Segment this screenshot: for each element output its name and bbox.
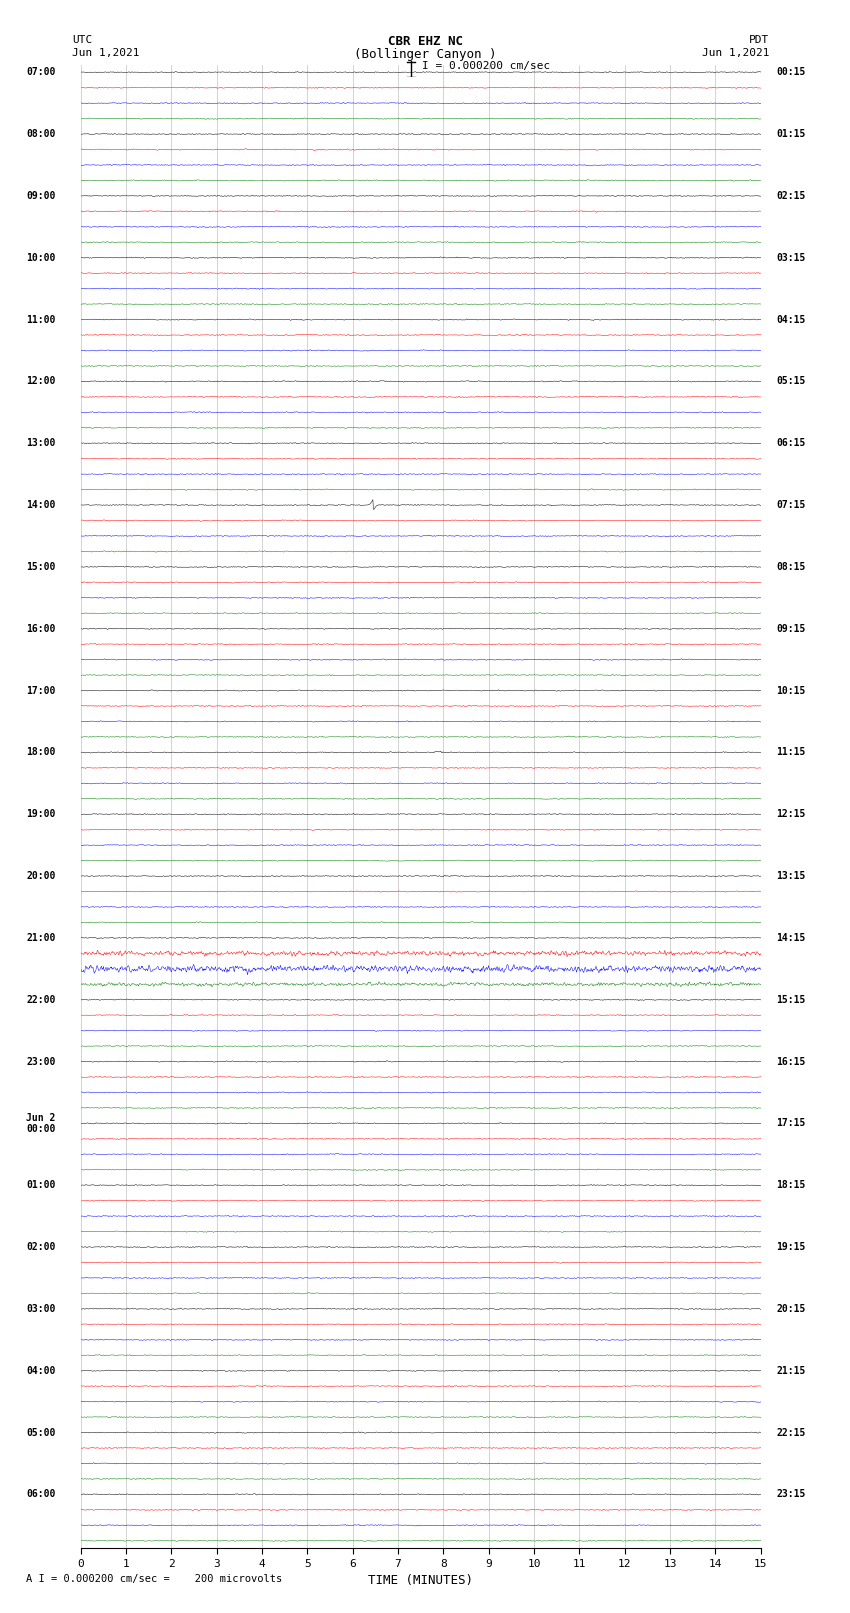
Text: 05:15: 05:15 — [777, 376, 806, 387]
Text: 15:00: 15:00 — [26, 561, 56, 573]
Text: 09:15: 09:15 — [777, 624, 806, 634]
Text: 00:15: 00:15 — [777, 68, 806, 77]
Text: 09:00: 09:00 — [26, 190, 56, 202]
Text: 22:15: 22:15 — [777, 1428, 806, 1437]
Text: 13:00: 13:00 — [26, 439, 56, 448]
Text: 03:00: 03:00 — [26, 1303, 56, 1315]
Text: (Bollinger Canyon ): (Bollinger Canyon ) — [354, 48, 496, 61]
Text: 01:15: 01:15 — [777, 129, 806, 139]
Text: 05:00: 05:00 — [26, 1428, 56, 1437]
Text: I = 0.000200 cm/sec: I = 0.000200 cm/sec — [422, 61, 551, 71]
Text: 02:00: 02:00 — [26, 1242, 56, 1252]
Text: 16:00: 16:00 — [26, 624, 56, 634]
Text: 13:15: 13:15 — [777, 871, 806, 881]
Text: 12:15: 12:15 — [777, 810, 806, 819]
Text: 19:00: 19:00 — [26, 810, 56, 819]
Text: 07:15: 07:15 — [777, 500, 806, 510]
Text: 14:15: 14:15 — [777, 932, 806, 944]
Text: 12:00: 12:00 — [26, 376, 56, 387]
Text: UTC: UTC — [72, 35, 93, 45]
Text: 18:15: 18:15 — [777, 1181, 806, 1190]
Text: 21:15: 21:15 — [777, 1366, 806, 1376]
Text: 23:15: 23:15 — [777, 1489, 806, 1500]
Text: 17:00: 17:00 — [26, 686, 56, 695]
Text: 08:15: 08:15 — [777, 561, 806, 573]
Text: Jun 2
00:00: Jun 2 00:00 — [26, 1113, 56, 1134]
Text: 20:00: 20:00 — [26, 871, 56, 881]
Text: 07:00: 07:00 — [26, 68, 56, 77]
Text: 08:00: 08:00 — [26, 129, 56, 139]
Text: 10:00: 10:00 — [26, 253, 56, 263]
Text: 21:00: 21:00 — [26, 932, 56, 944]
Text: 04:15: 04:15 — [777, 315, 806, 324]
Text: 20:15: 20:15 — [777, 1303, 806, 1315]
Text: 17:15: 17:15 — [777, 1118, 806, 1129]
Text: PDT: PDT — [749, 35, 769, 45]
Text: 16:15: 16:15 — [777, 1057, 806, 1066]
X-axis label: TIME (MINUTES): TIME (MINUTES) — [368, 1574, 473, 1587]
Text: 14:00: 14:00 — [26, 500, 56, 510]
Text: 02:15: 02:15 — [777, 190, 806, 202]
Text: 18:00: 18:00 — [26, 747, 56, 758]
Text: A I = 0.000200 cm/sec =    200 microvolts: A I = 0.000200 cm/sec = 200 microvolts — [26, 1574, 281, 1584]
Text: 23:00: 23:00 — [26, 1057, 56, 1066]
Text: 06:15: 06:15 — [777, 439, 806, 448]
Text: 06:00: 06:00 — [26, 1489, 56, 1500]
Text: 19:15: 19:15 — [777, 1242, 806, 1252]
Text: CBR EHZ NC: CBR EHZ NC — [388, 35, 462, 48]
Text: 11:00: 11:00 — [26, 315, 56, 324]
Text: 11:15: 11:15 — [777, 747, 806, 758]
Text: 04:00: 04:00 — [26, 1366, 56, 1376]
Text: Jun 1,2021: Jun 1,2021 — [72, 48, 139, 58]
Text: 03:15: 03:15 — [777, 253, 806, 263]
Text: 01:00: 01:00 — [26, 1181, 56, 1190]
Text: 22:00: 22:00 — [26, 995, 56, 1005]
Text: 10:15: 10:15 — [777, 686, 806, 695]
Text: 15:15: 15:15 — [777, 995, 806, 1005]
Text: Jun 1,2021: Jun 1,2021 — [702, 48, 769, 58]
